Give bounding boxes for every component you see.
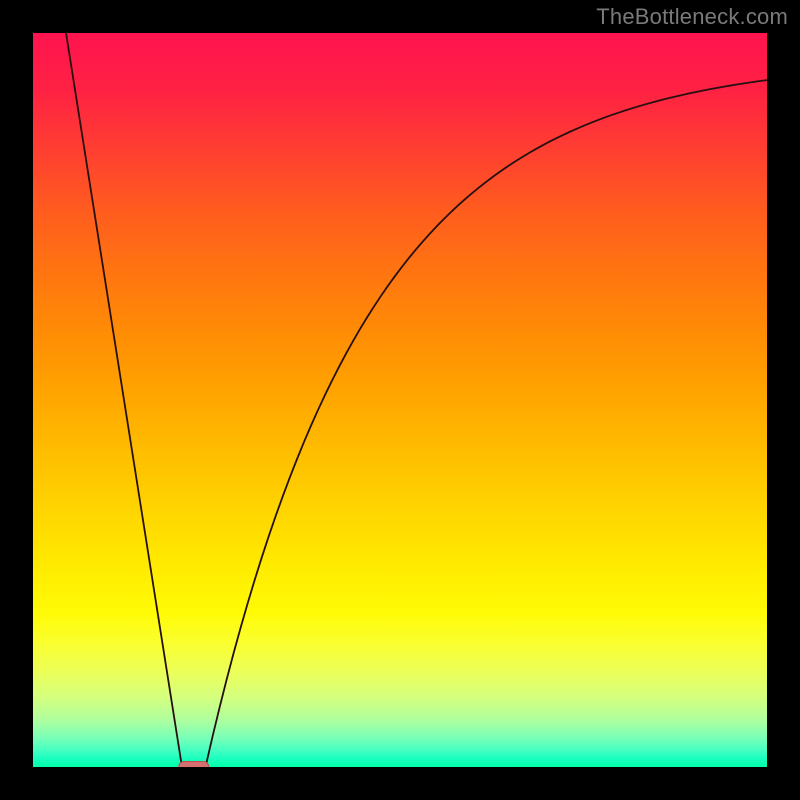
bottleneck-chart-svg [33,33,767,767]
chart-frame: TheBottleneck.com [0,0,800,800]
chart-background [33,33,767,767]
minimum-marker [179,762,209,768]
watermark-text: TheBottleneck.com [596,4,788,30]
plot-area [33,33,767,767]
